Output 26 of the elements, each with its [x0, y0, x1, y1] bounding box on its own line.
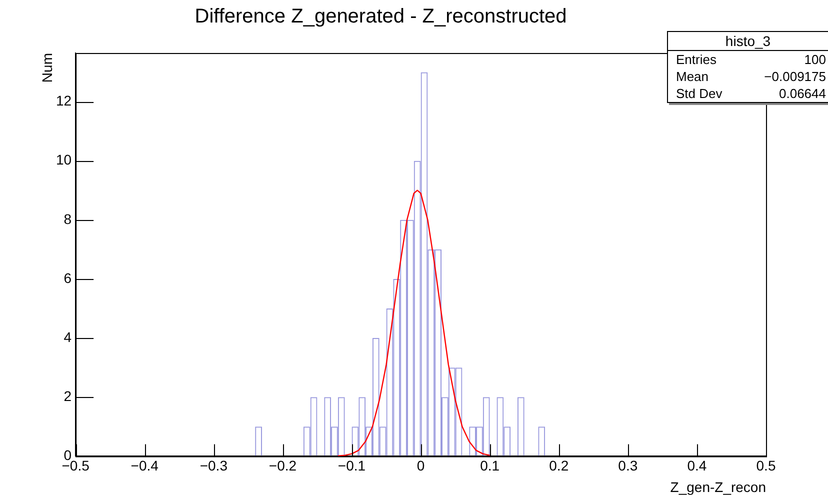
y-tick-label: 8	[64, 210, 72, 227]
annotation: Entries	[676, 52, 716, 67]
x-tick-label: 0.5	[756, 457, 776, 474]
y-tick-label: 2	[64, 388, 72, 404]
x-tick-label: 0.2	[549, 457, 569, 474]
x-tick-label: 0	[416, 457, 425, 474]
annotation: −0.009175	[764, 69, 826, 84]
text: histo_3	[668, 32, 828, 51]
x-tick-label: −0.3	[200, 457, 228, 474]
y-tick-label: 6	[64, 270, 72, 286]
x-tick-label: 0.3	[618, 457, 638, 474]
x-tick-label: −0.4	[130, 457, 159, 474]
y-axis-title: Num	[38, 53, 55, 83]
y-tick-label: 12	[56, 92, 72, 109]
y-tick-label: 4	[64, 328, 72, 345]
annotation: Std Dev	[676, 86, 722, 101]
x-tick-label: −0.1	[338, 457, 366, 474]
text: 100	[804, 52, 826, 67]
chart-title: Difference Z_generated - Z_reconstructed	[194, 6, 567, 28]
annotation: Mean	[676, 69, 709, 84]
x-tick-label: 0.1	[480, 457, 500, 474]
text: 0.06644	[779, 86, 826, 101]
x-axis-title: Z_gen-Z_recon	[670, 478, 766, 495]
y-tick-label: 10	[56, 152, 72, 168]
x-tick-label: −0.2	[268, 457, 297, 474]
x-tick-label: 0.4	[687, 457, 707, 474]
